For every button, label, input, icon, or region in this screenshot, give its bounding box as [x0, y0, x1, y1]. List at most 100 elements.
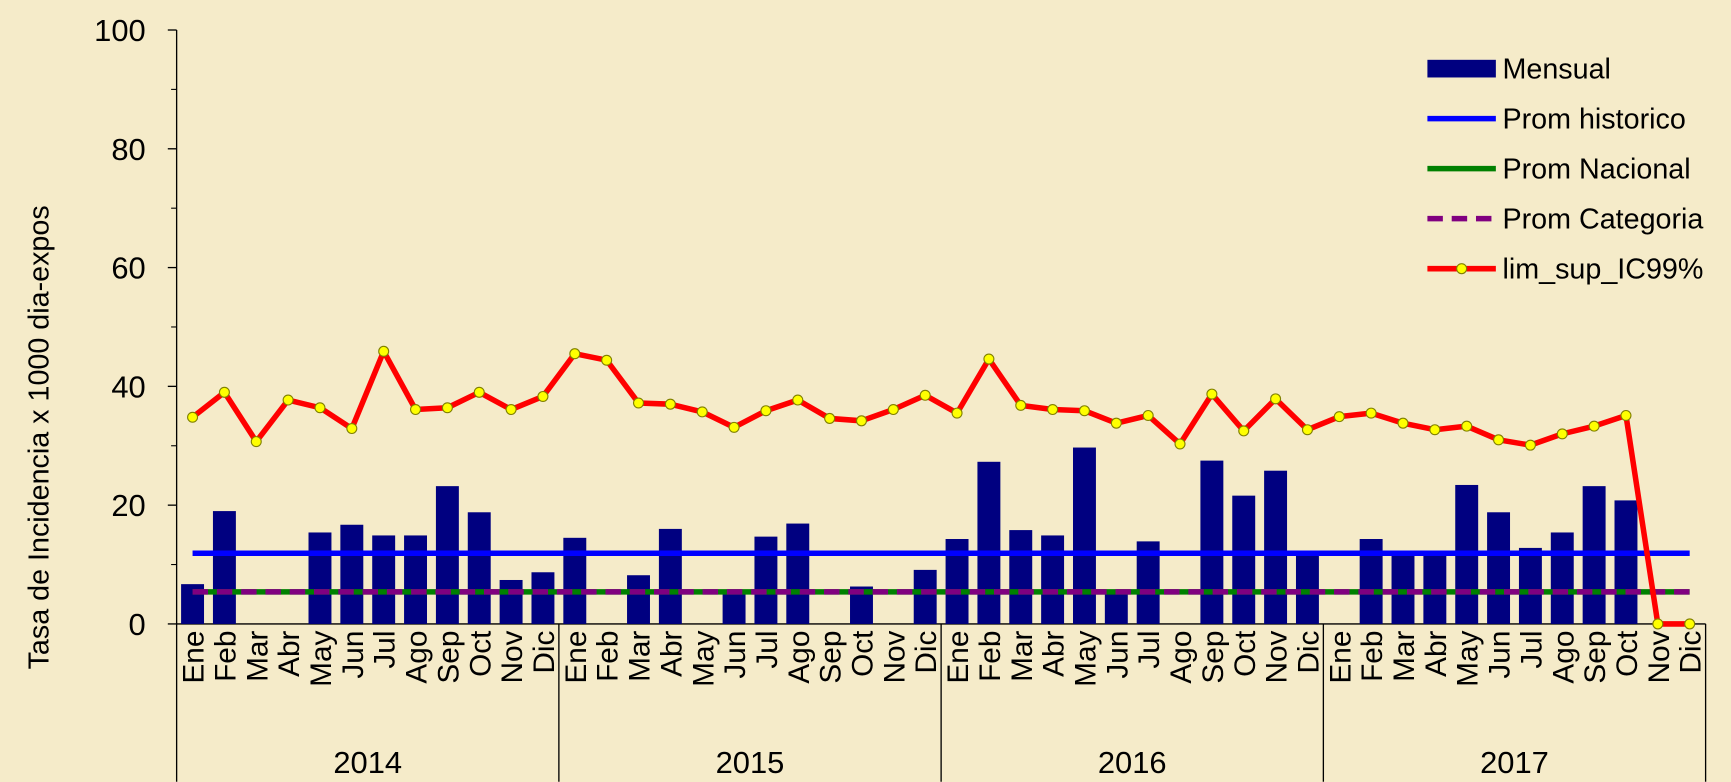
x-tick-label: Nov	[496, 630, 529, 683]
x-tick-label: Mar	[241, 630, 274, 681]
bar	[1104, 590, 1128, 624]
line-marker	[728, 421, 740, 433]
x-tick-label: Oct	[1611, 630, 1644, 677]
x-tick-label: Abr	[273, 630, 306, 676]
x-tick-label: Jul	[1133, 631, 1166, 669]
bar	[212, 511, 236, 624]
line-marker	[1206, 388, 1218, 400]
x-tick-label: Abr	[1038, 630, 1071, 676]
legend-label: Prom historico	[1502, 104, 1685, 136]
y-axis-label: Tasa de Incidencia x 1000 dia-expos	[24, 205, 56, 669]
bar	[945, 539, 969, 624]
line-marker	[1078, 405, 1090, 417]
x-tick-label: Abr	[655, 630, 688, 676]
line-marker	[1110, 417, 1122, 429]
bar	[754, 536, 778, 624]
line-marker	[1365, 407, 1377, 419]
y-tick-label: 80	[111, 132, 145, 167]
x-tick-label: Dic	[910, 630, 943, 673]
legend-label: Prom Nacional	[1502, 154, 1690, 186]
x-tick-label: Jul	[1515, 631, 1548, 669]
x-tick-label: Nov	[1261, 630, 1294, 683]
line-marker	[824, 412, 836, 424]
line-marker	[1142, 409, 1154, 421]
year-label: 2014	[333, 745, 402, 780]
legend-marker	[1456, 263, 1468, 275]
x-tick-label: Ago	[401, 631, 434, 684]
line-marker	[632, 397, 645, 409]
line-marker	[792, 394, 804, 406]
x-tick-label: Ene	[560, 631, 593, 684]
x-tick-label: May	[305, 630, 338, 686]
x-tick-label: Oct	[1229, 630, 1262, 677]
year-label: 2016	[1098, 745, 1167, 780]
line-marker	[696, 406, 708, 418]
bar	[340, 524, 364, 624]
line-marker	[1270, 393, 1282, 405]
line-marker	[250, 436, 262, 448]
y-tick-label: 20	[111, 488, 145, 523]
line-marker	[346, 423, 358, 435]
line-marker	[887, 404, 899, 416]
y-tick-label: 100	[94, 13, 146, 48]
bar	[1200, 460, 1224, 624]
x-tick-label: Oct	[847, 630, 880, 677]
line-marker	[1301, 424, 1313, 436]
bar	[1136, 541, 1160, 624]
line-marker	[1620, 409, 1632, 421]
x-tick-label: Ene	[942, 631, 975, 684]
line-marker	[1493, 434, 1505, 446]
line-marker	[1333, 411, 1345, 423]
line-marker	[1556, 428, 1568, 440]
line-marker	[1588, 420, 1600, 432]
x-tick-label: May	[1452, 630, 1485, 686]
legend-label: lim_sup_IC99%	[1502, 254, 1703, 286]
line-marker	[473, 386, 485, 398]
legend-swatch	[1427, 59, 1496, 78]
line-marker	[218, 386, 230, 398]
x-tick-label: Jun	[1101, 631, 1134, 679]
x-tick-label: Sep	[1197, 631, 1230, 684]
x-tick-label: Oct	[464, 630, 497, 677]
x-tick-label: Feb	[974, 631, 1007, 682]
year-label: 2015	[716, 745, 785, 780]
bar	[1264, 470, 1288, 624]
bar	[1009, 530, 1033, 624]
legend-label: Mensual	[1502, 54, 1610, 86]
x-tick-label: Jun	[719, 631, 752, 679]
x-tick-label: Feb	[209, 631, 242, 682]
bar	[627, 575, 650, 624]
line-marker	[664, 398, 676, 410]
bar	[977, 461, 1001, 624]
x-tick-label: Sep	[815, 631, 848, 684]
bar	[1614, 500, 1638, 624]
year-label: 2017	[1480, 745, 1549, 780]
line-marker	[569, 348, 581, 360]
bar	[1359, 539, 1383, 624]
x-tick-label: Feb	[1356, 631, 1389, 682]
line-marker	[1397, 417, 1409, 429]
line-marker	[1429, 424, 1441, 436]
x-tick-label: Mar	[1006, 630, 1039, 681]
bar	[1041, 535, 1065, 624]
bar	[850, 586, 873, 624]
x-tick-label: Jul	[369, 631, 402, 669]
bar	[308, 532, 332, 624]
bar	[913, 569, 937, 624]
bar	[1518, 547, 1542, 624]
line-marker	[441, 402, 453, 414]
x-tick-label: Ago	[1165, 631, 1198, 684]
bar	[722, 590, 746, 624]
bar	[1232, 495, 1256, 624]
x-tick-label: Abr	[1420, 630, 1453, 676]
bar	[531, 572, 555, 624]
line-marker	[1015, 399, 1027, 411]
bar	[404, 535, 428, 624]
x-tick-label: Sep	[432, 631, 465, 684]
x-tick-label: Nov	[878, 630, 911, 683]
legend-label: Prom Categoria	[1502, 204, 1703, 236]
bar	[1072, 447, 1096, 624]
line-marker	[1684, 618, 1696, 630]
line-marker	[537, 390, 549, 402]
